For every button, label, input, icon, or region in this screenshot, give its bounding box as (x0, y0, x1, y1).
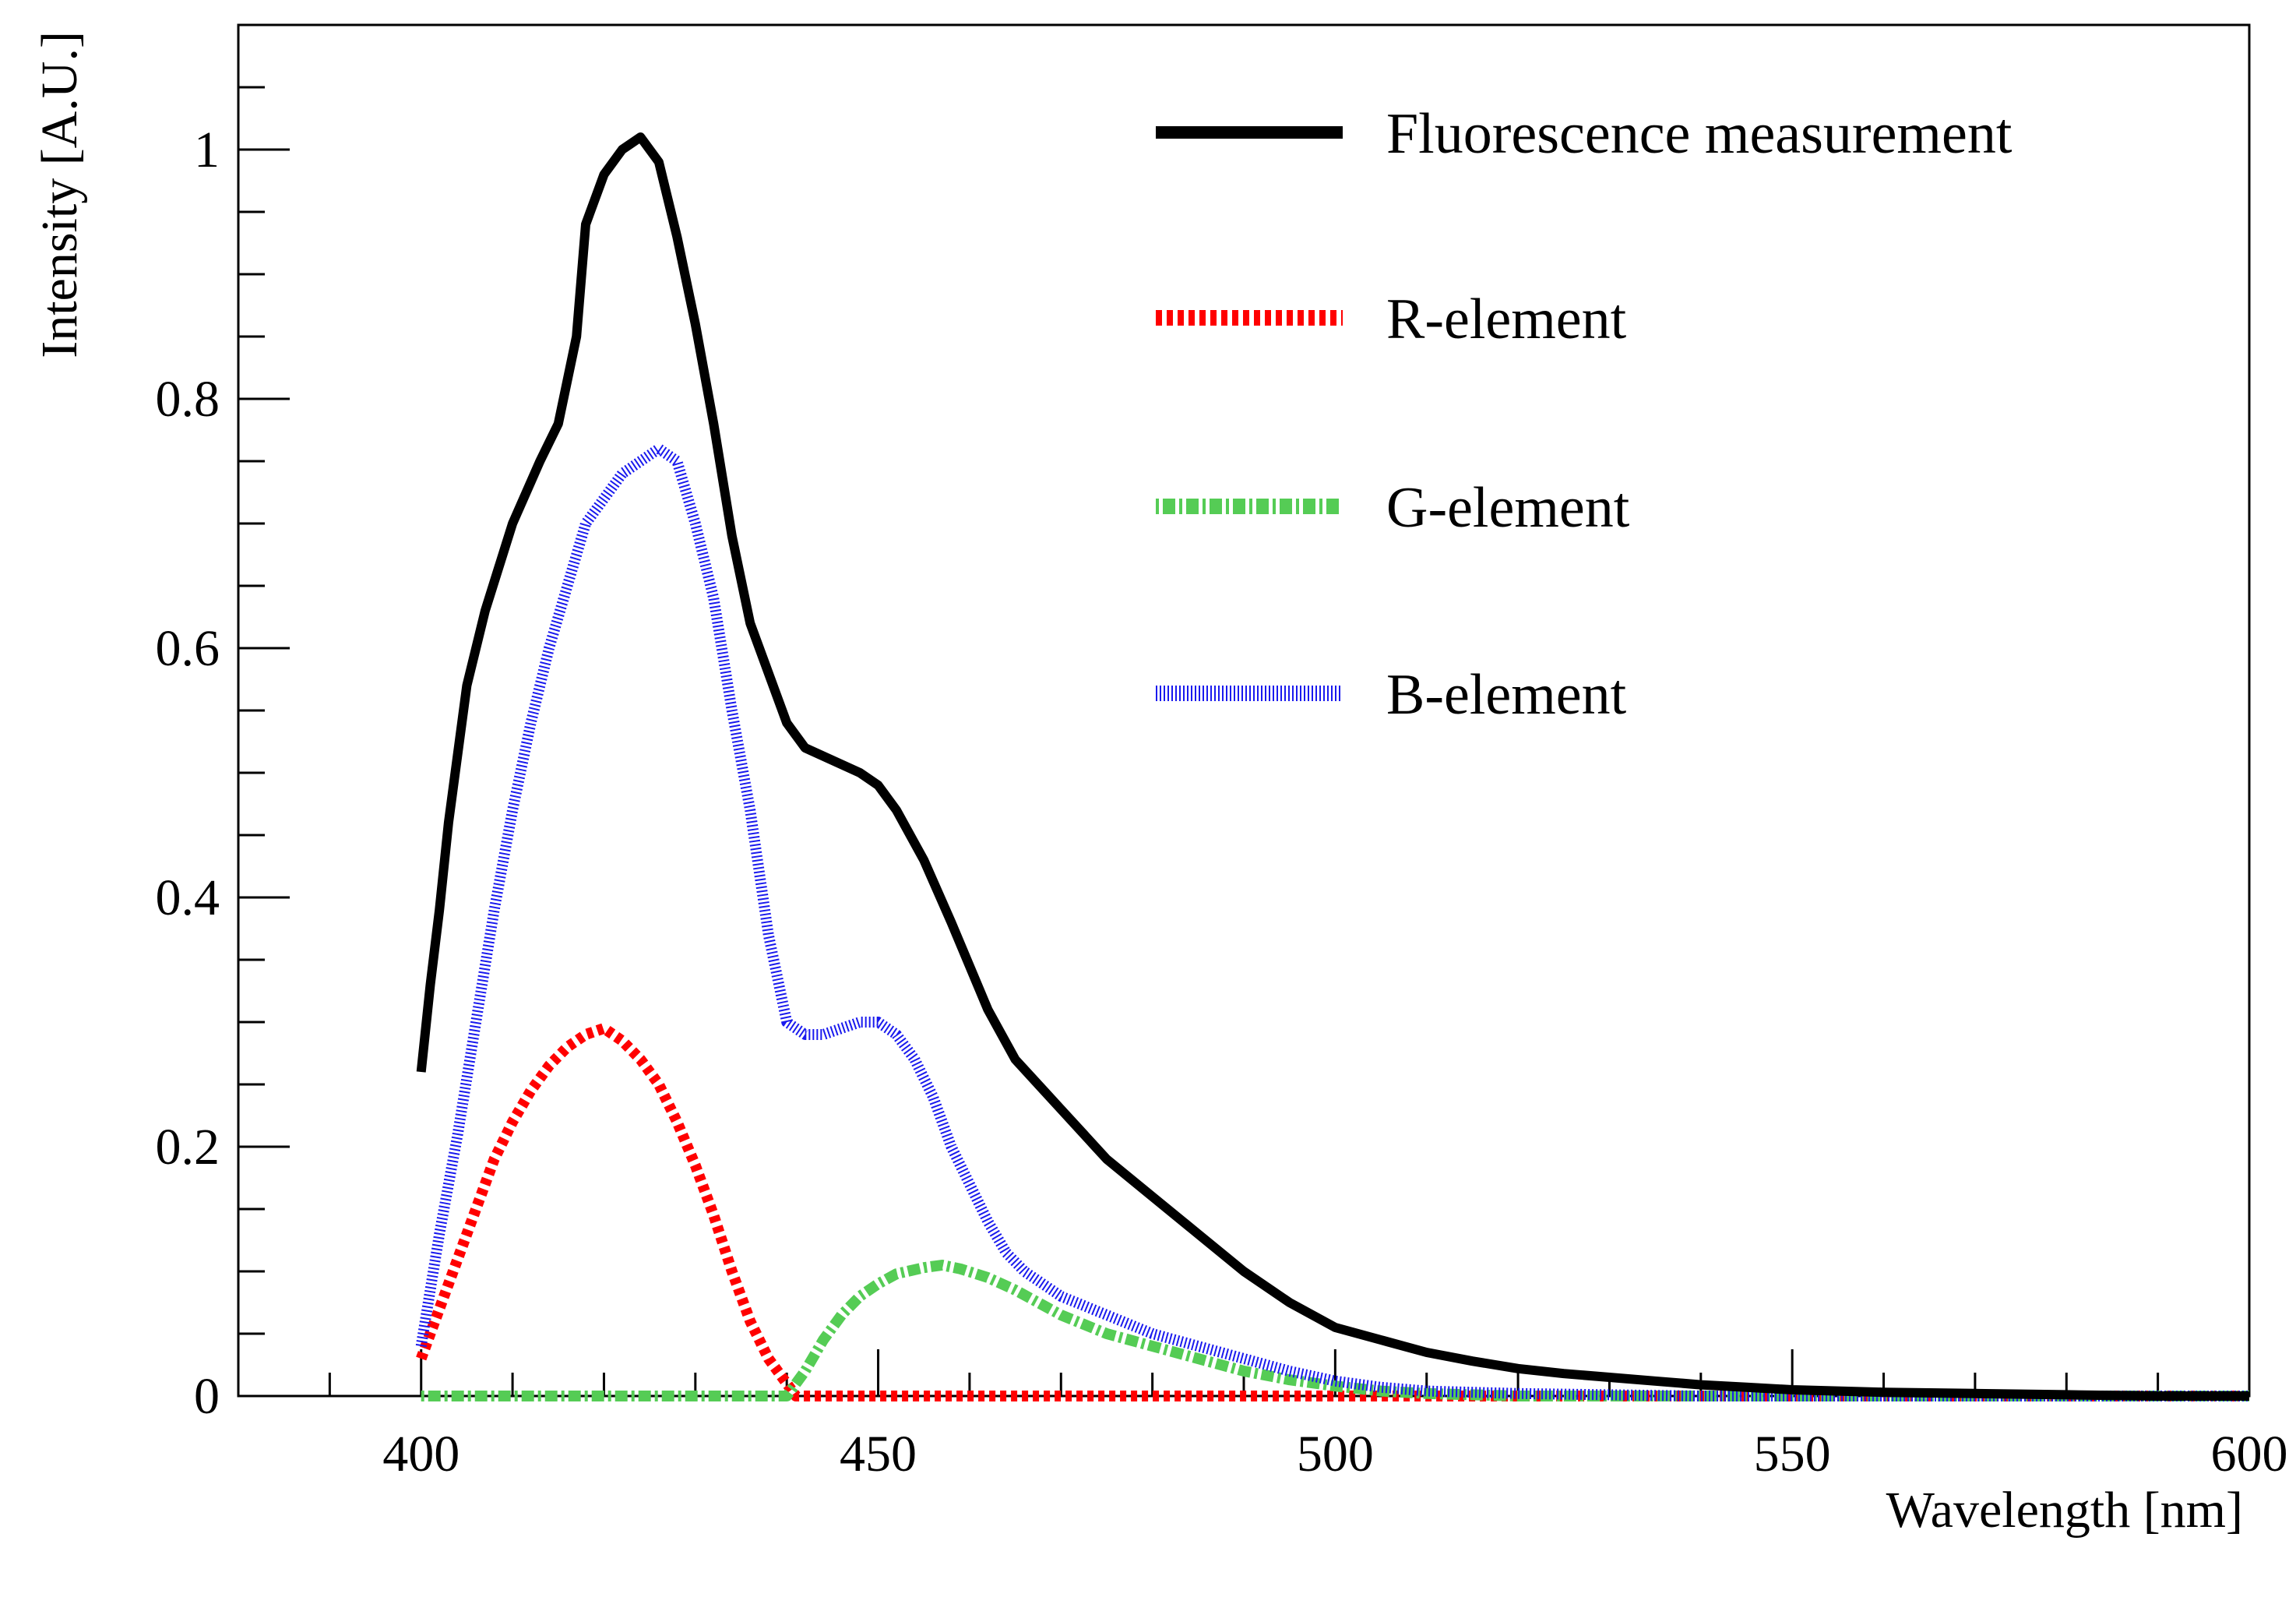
legend-label: G-element (1386, 476, 1630, 540)
x-axis-ticks: 400 450 500 550 600 (237, 1349, 2288, 1482)
series-line-g-element (421, 1260, 2249, 1401)
y-axis-title: Intensity [A.U.] (31, 31, 88, 358)
legend-label: B-element (1386, 663, 1627, 727)
y-tick-label: 0.2 (156, 1119, 220, 1176)
y-tick-label: 0.8 (156, 371, 220, 428)
series-line-fluorescence-measurement (416, 132, 2249, 1401)
y-tick-label: 0.6 (156, 620, 220, 677)
y-tick-label: 0 (194, 1368, 220, 1425)
series-line-b-element (415, 443, 2249, 1401)
x-axis-title: Wavelength [nm] (1886, 1482, 2243, 1539)
plot-frame (237, 23, 2251, 1398)
y-tick-label: 0.4 (156, 869, 220, 926)
series-line-r-element (416, 1023, 2249, 1401)
legend-label: Fluorescence measurement (1386, 102, 2013, 166)
x-tick-label: 400 (382, 1426, 460, 1482)
x-tick-label: 550 (1754, 1426, 1831, 1482)
legend: Fluorescence measurement R-element G-eleme… (1156, 102, 2013, 727)
legend-label: R-element (1386, 287, 1627, 351)
series-layer (415, 132, 2249, 1401)
x-tick-label: 600 (2211, 1426, 2288, 1482)
y-tick-label: 1 (194, 122, 220, 178)
x-tick-label: 450 (840, 1426, 917, 1482)
x-tick-label: 500 (1297, 1426, 1374, 1482)
y-axis-ticks: 0 0.2 0.4 0.6 0.8 1 (156, 23, 290, 1425)
